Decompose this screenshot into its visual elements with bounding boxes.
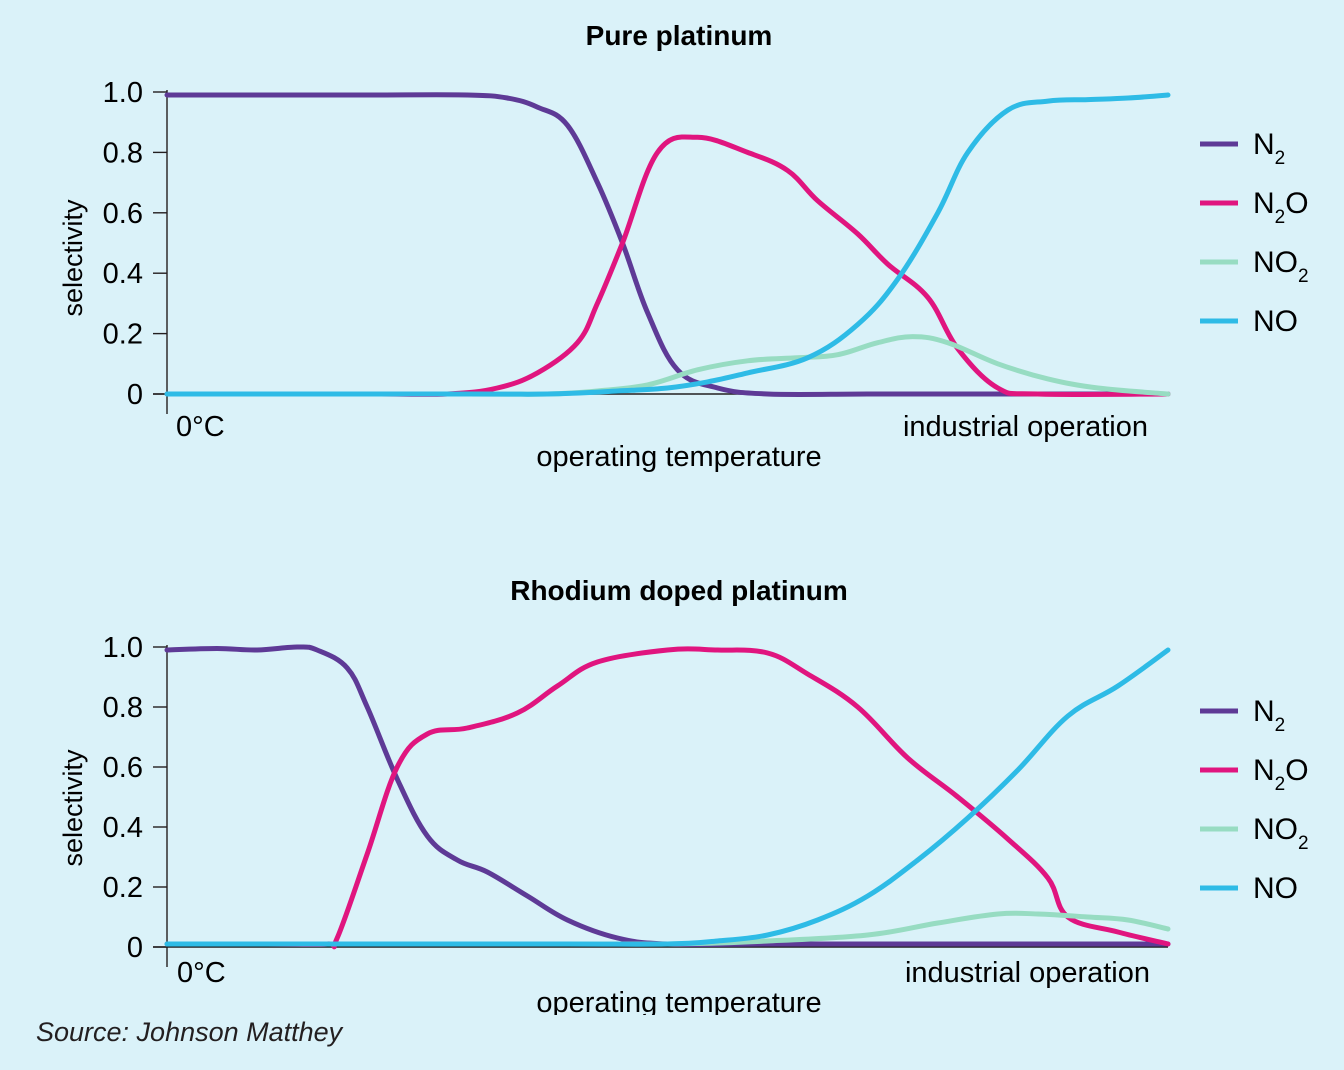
- y-tick-label: 0.6: [103, 752, 143, 784]
- legend-label-n2o: N2O: [1253, 187, 1309, 228]
- x-tick-right: industrial operation: [903, 411, 1148, 443]
- legend: N2 N2O NO2 NO: [1200, 695, 1309, 905]
- series-line-n2: [164, 644, 1171, 947]
- legend: N2 N2O NO2 NO: [1200, 128, 1309, 338]
- y-tick-labels: 0 0.2 0.4 0.6 0.8 1.0: [103, 632, 143, 964]
- y-tick-label: 0.8: [103, 692, 143, 724]
- x-tick-left: 0°C: [176, 411, 225, 443]
- chart-rhodium-doped-platinum: Rhodium doped platinum 00.20.40.60.81.0 …: [58, 575, 1309, 1015]
- y-tick-label: 1.0: [103, 77, 143, 109]
- series-line-no: [164, 647, 1171, 947]
- legend-label-n2o: N2O: [1253, 754, 1309, 795]
- chart-title: Rhodium doped platinum: [510, 575, 848, 606]
- legend-label-no2: NO2: [1253, 246, 1309, 287]
- series-line-n2o: [164, 646, 1171, 950]
- legend-label-no2: NO2: [1253, 813, 1309, 854]
- axes: [153, 645, 1168, 967]
- source-credit: Source: Johnson Matthey: [36, 1017, 343, 1047]
- y-tick-label: 0.6: [103, 198, 143, 230]
- legend-label-n2: N2: [1253, 128, 1285, 169]
- chart-title: Pure platinum: [586, 20, 773, 51]
- legend-label-no: NO: [1253, 872, 1298, 905]
- y-tick-label: 0: [127, 379, 143, 411]
- series-lines: [164, 92, 1171, 397]
- chart-pure-platinum: Pure platinum 0 0.2 0.4 0.6 0.8 1.0 selectivi…: [58, 20, 1309, 473]
- y-tick-label: 0.2: [103, 872, 143, 904]
- series-lines: [164, 644, 1171, 950]
- y-tick-label: 0.8: [103, 137, 143, 169]
- legend-label-no: NO: [1253, 305, 1298, 338]
- x-tick-left: 0°C: [177, 957, 226, 989]
- legend-label-n2: N2: [1253, 695, 1285, 736]
- y-tick-label: 0.2: [103, 319, 143, 351]
- x-tick-right: industrial operation: [905, 957, 1150, 989]
- series-line-no: [164, 92, 1171, 397]
- x-axis-label: operating temperature: [536, 441, 821, 473]
- y-tick-label: 0: [127, 932, 143, 964]
- y-axis-label: selectivity: [58, 749, 88, 867]
- y-tick-label: 0.4: [103, 812, 143, 844]
- x-axis-label: operating temperature: [536, 987, 821, 1015]
- axes: [153, 90, 1168, 414]
- y-tick-labels: 0 0.2 0.4 0.6 0.8 1.0: [103, 77, 143, 411]
- y-tick-label: 0.4: [103, 258, 143, 290]
- y-axis-label: selectivity: [58, 199, 88, 317]
- series-line-no2: [164, 910, 1171, 947]
- y-tick-label: 1.0: [103, 632, 143, 664]
- series-line-n2: [164, 92, 1171, 397]
